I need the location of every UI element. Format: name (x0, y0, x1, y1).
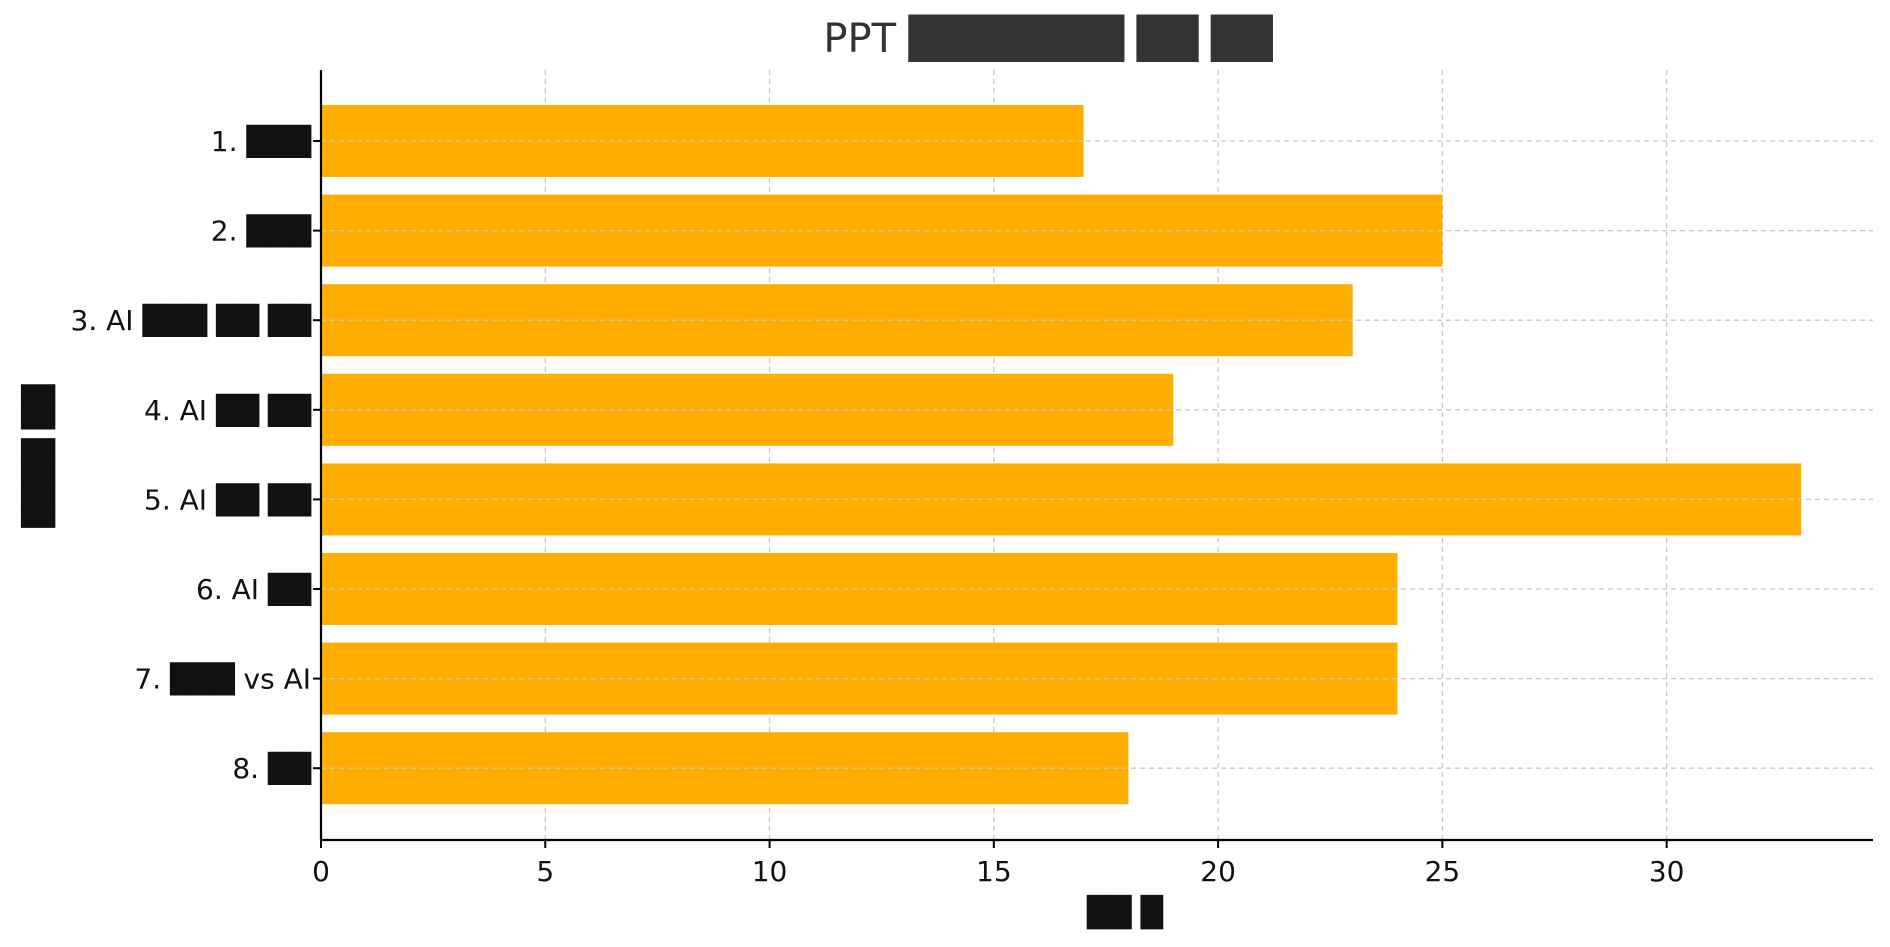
x-tick-label: 10 (752, 855, 788, 888)
axes (313, 70, 1873, 848)
chart-title: PPT ███████ ██ ██ (823, 14, 1273, 62)
bar (321, 553, 1398, 625)
y-tick-label: 6. AI ██ (196, 572, 311, 606)
x-tick-label: 15 (976, 855, 1012, 888)
x-tick-label: 0 (312, 855, 330, 888)
x-tick-label: 30 (1649, 855, 1685, 888)
y-tick-label: 7. ███ vs AI (134, 662, 311, 696)
x-axis-label: ██ █ (1086, 894, 1164, 930)
y-tick-label: 8. ██ (232, 751, 311, 785)
x-tick-label: 5 (536, 855, 554, 888)
bar (321, 732, 1129, 805)
y-tick-label: 3. AI ███ ██ ██ (71, 303, 312, 337)
y-axis-label: ████ ██ (20, 384, 56, 529)
y-tick-label: 2. ███ (211, 214, 312, 248)
grid-lines (544, 70, 1668, 840)
bars (321, 105, 1802, 805)
y-tick-label: 4. AI ██ ██ (144, 393, 311, 427)
bar (321, 642, 1398, 715)
tick-labels: 0 5 10 15 20 25 30 1. ███ 2. ███ 3. AI ███ ██ ██ 4… (71, 124, 1685, 888)
y-tick-label: 5. AI ██ ██ (144, 482, 311, 516)
x-tick-label: 20 (1200, 855, 1236, 888)
y-tick-label: 1. ███ (211, 124, 312, 158)
x-tick-label: 25 (1425, 855, 1461, 888)
